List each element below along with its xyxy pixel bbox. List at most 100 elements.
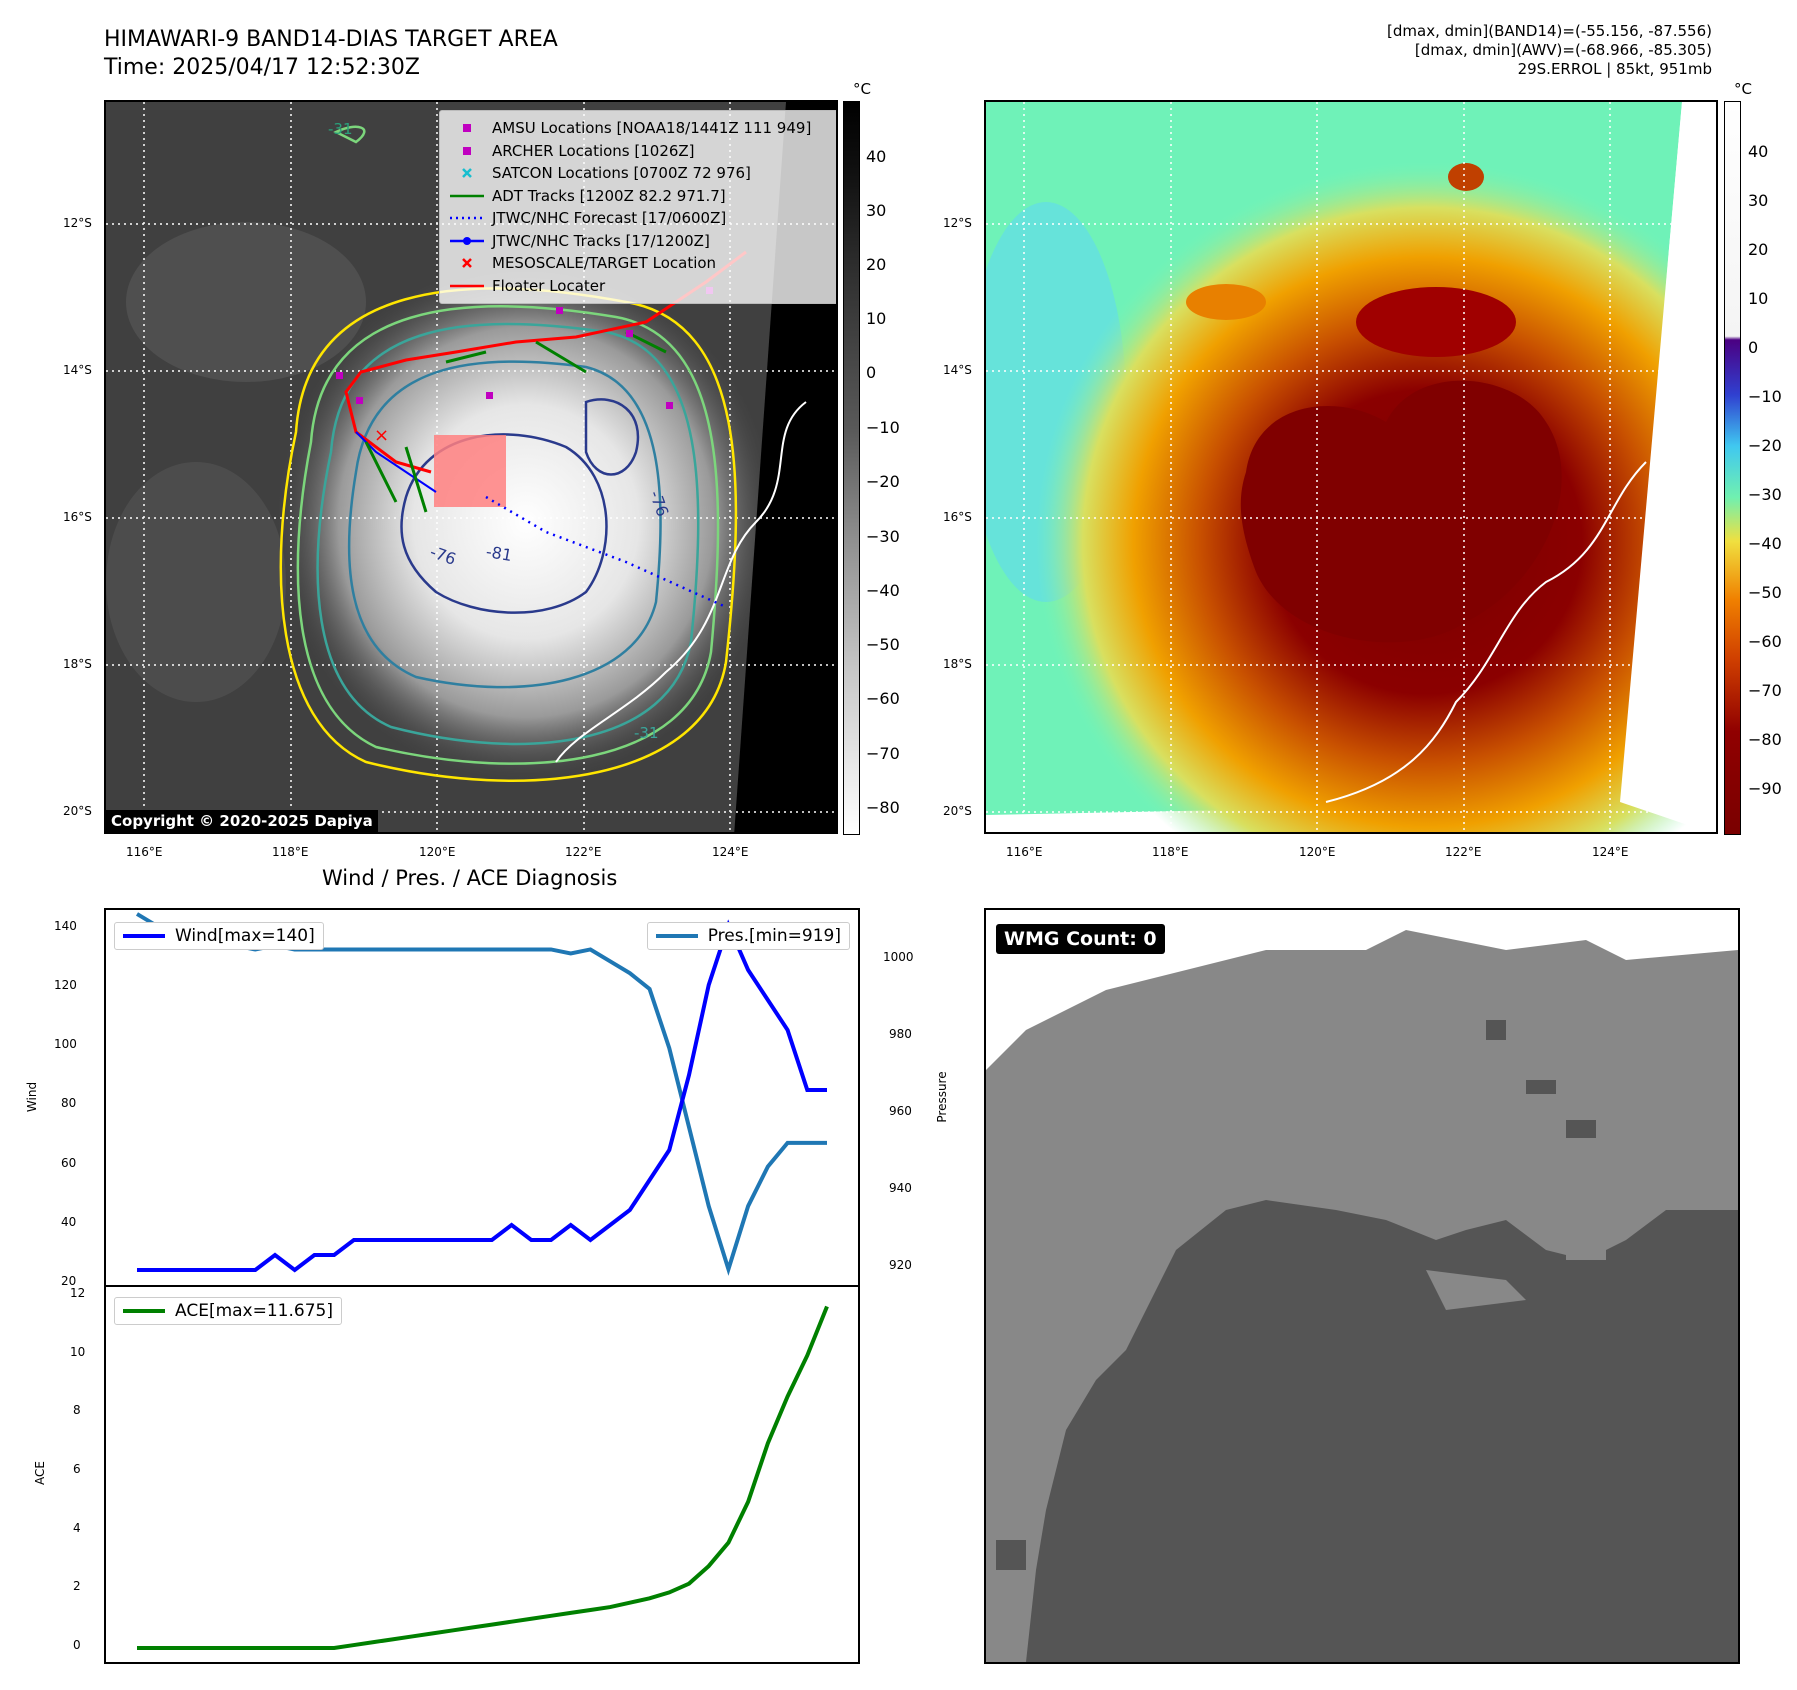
colorbar-tick: 0 bbox=[866, 363, 877, 382]
colorbar-tick: −30 bbox=[866, 527, 900, 546]
wind-legend: Wind[max=140] bbox=[114, 922, 324, 950]
wind-series-line bbox=[137, 919, 827, 1273]
legend-satcon: SATCON Locations [0700Z 72 976] bbox=[448, 162, 832, 185]
info-line-2: [dmax, dmin](AWV)=(-68.966, -85.305) bbox=[1414, 41, 1712, 59]
contour-label-1: -31 bbox=[328, 120, 353, 138]
contour-label-5: -31 bbox=[634, 724, 659, 742]
wind-tick: 40 bbox=[61, 1215, 77, 1229]
lat-label: 18°S bbox=[943, 657, 972, 671]
lon-label: 120°E bbox=[1299, 845, 1336, 859]
ace-legend: ACE[max=11.675] bbox=[114, 1297, 342, 1325]
wmg-image bbox=[986, 910, 1738, 1662]
lat-label: 20°S bbox=[943, 804, 972, 818]
lat-label: 16°S bbox=[63, 510, 92, 524]
lon-label: 124°E bbox=[1592, 845, 1629, 859]
colorbar-tick: −60 bbox=[866, 689, 900, 708]
ace-legend-label: ACE[max=11.675] bbox=[175, 1301, 333, 1321]
ace-tick: 6 bbox=[73, 1462, 81, 1476]
title-line-1: HIMAWARI-9 BAND14-DIAS TARGET AREA bbox=[104, 27, 558, 52]
pressure-series-line bbox=[135, 912, 827, 1276]
square-marker-icon bbox=[463, 146, 471, 155]
wind-pres-plot bbox=[135, 912, 827, 1276]
legend-label: ADT Tracks [1200Z 82.2 971.7] bbox=[492, 186, 726, 205]
wind-pres-panel: Wind[max=140] Pres.[min=919] bbox=[104, 908, 860, 1287]
lat-label: 20°S bbox=[63, 804, 92, 818]
lon-label: 116°E bbox=[126, 845, 163, 859]
legend-adt: ADT Tracks [1200Z 82.2 971.7] bbox=[448, 185, 832, 208]
ace-line-icon bbox=[123, 1309, 165, 1313]
colorbar-tick: 0 bbox=[1748, 338, 1759, 357]
copyright-label: Copyright © 2020-2025 Dapiya bbox=[106, 810, 378, 832]
legend-label: JTWC/NHC Forecast [17/0600Z] bbox=[492, 209, 727, 228]
legend-floater: Floater Locater bbox=[448, 275, 832, 298]
colorbar-tick: −70 bbox=[1748, 681, 1782, 700]
colorbar-tick: −10 bbox=[1748, 387, 1782, 406]
colorbar-tick: −80 bbox=[866, 798, 900, 817]
wind-tick: 60 bbox=[61, 1156, 77, 1170]
line-icon bbox=[450, 194, 484, 197]
wind-legend-label: Wind[max=140] bbox=[175, 926, 315, 946]
awv-colorbar bbox=[1724, 101, 1741, 835]
legend-mesoscale: MESOSCALE/TARGET Location bbox=[448, 252, 832, 275]
ir-map-legend: AMSU Locations [NOAA18/1441Z 111 949] AR… bbox=[439, 110, 836, 304]
pres-tick: 940 bbox=[889, 1181, 912, 1195]
awv-map-panel bbox=[984, 100, 1718, 834]
colorbar-tick: 10 bbox=[1748, 289, 1769, 308]
colorbar-tick: 20 bbox=[866, 255, 887, 274]
lon-label: 118°E bbox=[272, 845, 309, 859]
colorbar-tick: −60 bbox=[1748, 632, 1782, 651]
storm-info: [dmax, dmin](BAND14)=(-55.156, -87.556) … bbox=[1387, 22, 1712, 79]
ir-colorbar bbox=[843, 101, 860, 835]
legend-label: AMSU Locations [NOAA18/1441Z 111 949] bbox=[492, 119, 812, 138]
wind-ylabel: Wind bbox=[25, 1081, 39, 1113]
legend-amsu: AMSU Locations [NOAA18/1441Z 111 949] bbox=[448, 117, 832, 140]
legend-label: MESOSCALE/TARGET Location bbox=[492, 254, 717, 273]
legend-archer: ARCHER Locations [1026Z] bbox=[448, 140, 832, 163]
awv-map-image bbox=[986, 102, 1716, 832]
lon-label: 118°E bbox=[1152, 845, 1189, 859]
line-icon bbox=[450, 284, 484, 287]
figure-title: HIMAWARI-9 BAND14-DIAS TARGET AREA Time:… bbox=[104, 26, 558, 82]
lon-label: 120°E bbox=[419, 845, 456, 859]
wind-tick: 20 bbox=[61, 1274, 77, 1288]
colorbar-tick: 10 bbox=[866, 309, 887, 328]
legend-jtwc-tracks: JTWC/NHC Tracks [17/1200Z] bbox=[448, 230, 832, 253]
ace-tick: 0 bbox=[73, 1638, 81, 1652]
pres-tick: 960 bbox=[889, 1104, 912, 1118]
diagnosis-title: Wind / Pres. / ACE Diagnosis bbox=[322, 866, 618, 890]
colorbar-tick: −50 bbox=[1748, 583, 1782, 602]
x-marker-icon bbox=[462, 258, 472, 269]
square-marker-icon bbox=[463, 124, 471, 133]
legend-label: SATCON Locations [0700Z 72 976] bbox=[492, 164, 751, 183]
colorbar-tick: −40 bbox=[1748, 534, 1782, 553]
colorbar-tick: −30 bbox=[1748, 485, 1782, 504]
lat-label: 18°S bbox=[63, 657, 92, 671]
pres-legend: Pres.[min=919] bbox=[646, 922, 850, 950]
colorbar-tick: 40 bbox=[1748, 142, 1769, 161]
ace-ylabel: ACE bbox=[33, 1461, 47, 1485]
ace-tick: 10 bbox=[70, 1345, 86, 1359]
pres-tick: 920 bbox=[889, 1258, 912, 1272]
lon-label: 124°E bbox=[712, 845, 749, 859]
colorbar-tick: −20 bbox=[1748, 436, 1782, 455]
lat-label: 12°S bbox=[63, 216, 92, 230]
title-line-2: Time: 2025/04/17 12:52:30Z bbox=[104, 55, 420, 80]
colorbar-tick: −50 bbox=[866, 635, 900, 654]
colorbar-tick: −20 bbox=[866, 472, 900, 491]
ace-tick: 8 bbox=[73, 1403, 81, 1417]
pres-tick: 1000 bbox=[883, 950, 914, 964]
svg-text:×: × bbox=[374, 425, 389, 446]
pres-legend-label: Pres.[min=919] bbox=[707, 926, 841, 946]
legend-label: JTWC/NHC Tracks [17/1200Z] bbox=[492, 231, 710, 250]
legend-label: Floater Locater bbox=[492, 276, 606, 295]
ace-panel: ACE[max=11.675] bbox=[104, 1285, 860, 1664]
lon-label: 116°E bbox=[1006, 845, 1043, 859]
ir-map-panel: × -31 -76 -81 -76 -31 AMSU Locations [NO… bbox=[104, 100, 838, 834]
wmg-count-label: WMG Count: 0 bbox=[996, 924, 1165, 954]
lon-label: 122°E bbox=[565, 845, 602, 859]
colorbar-tick: −80 bbox=[1748, 730, 1782, 749]
colorbar-tick: −70 bbox=[866, 744, 900, 763]
lat-label: 16°S bbox=[943, 510, 972, 524]
ir-colorbar-unit: °C bbox=[853, 80, 871, 98]
wind-tick: 80 bbox=[61, 1096, 77, 1110]
